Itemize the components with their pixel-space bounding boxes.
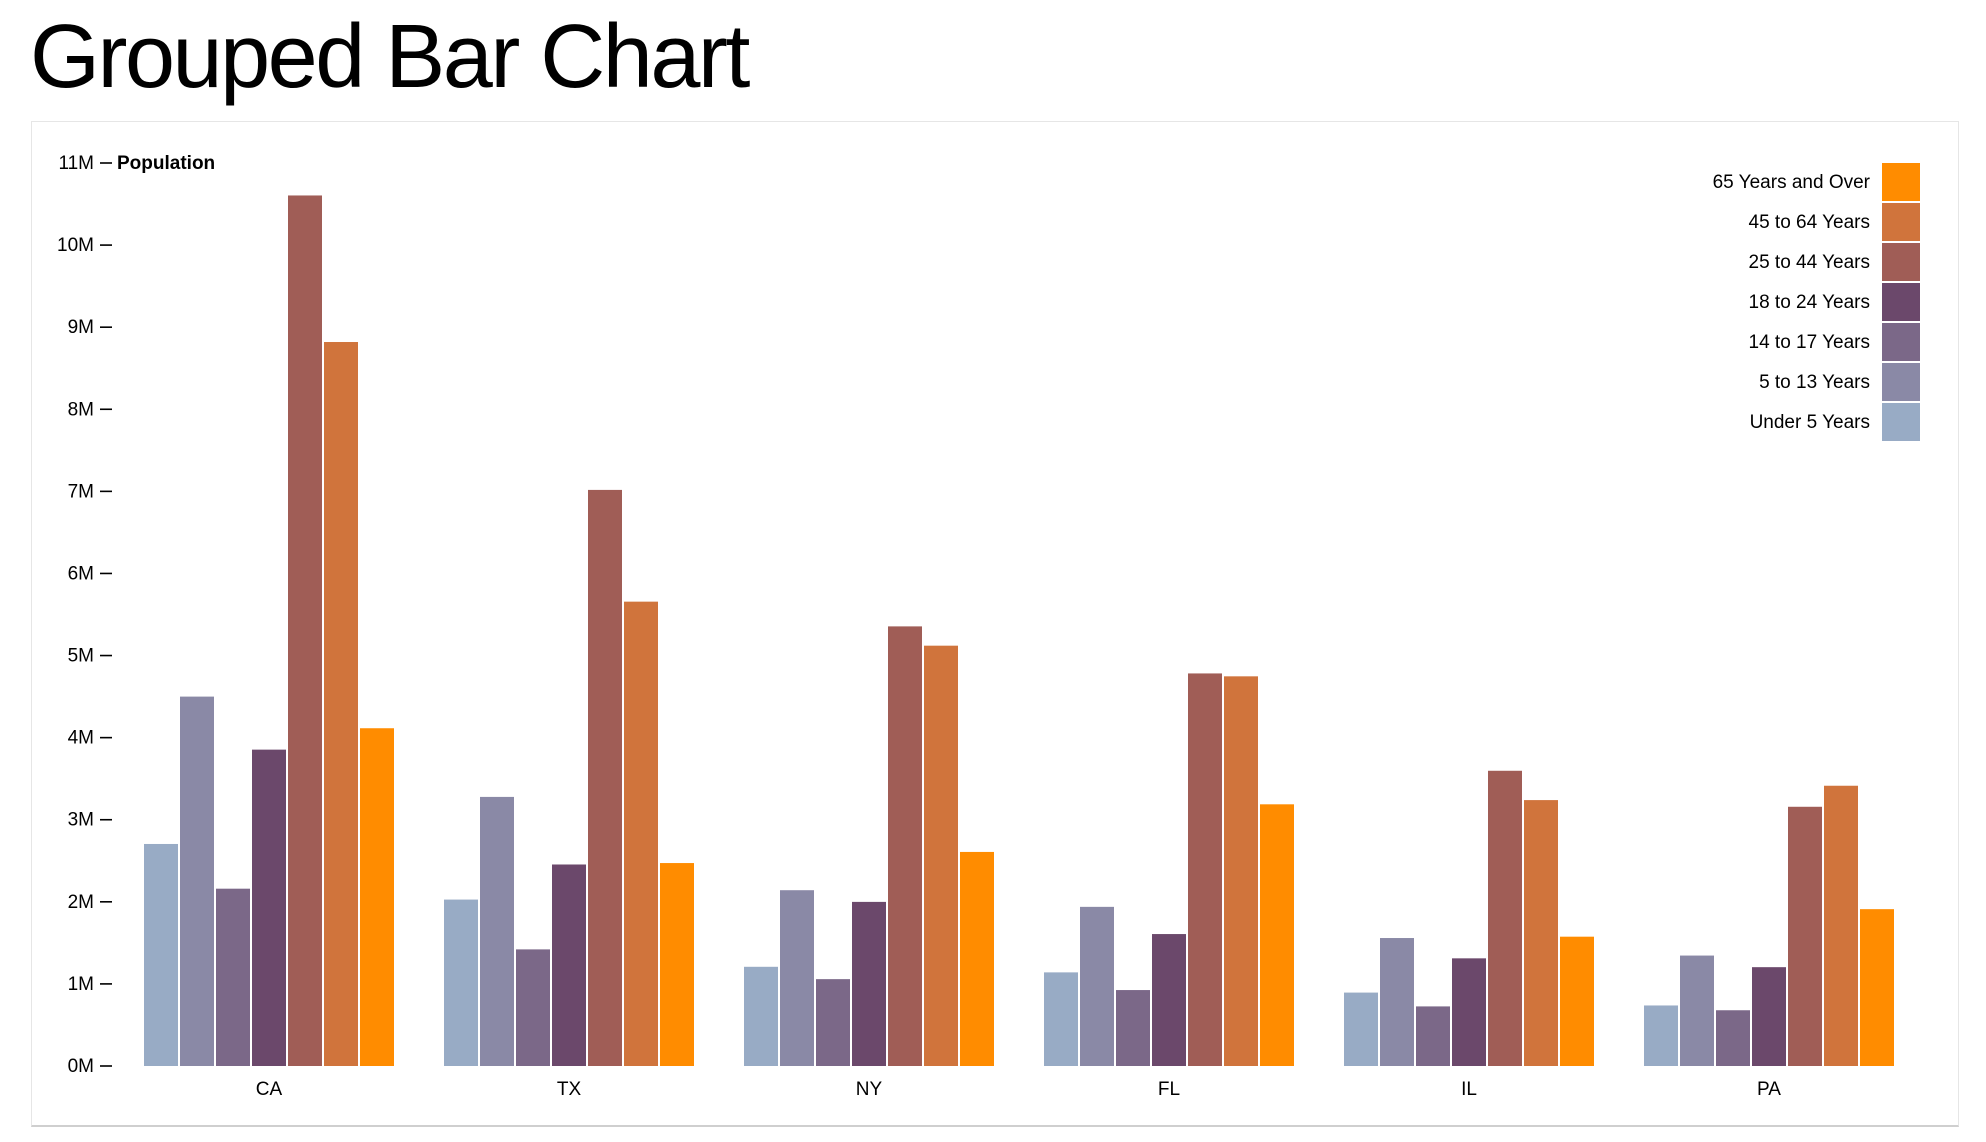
y-tick-label: 1M (68, 974, 94, 995)
y-tick-label: 7M (68, 481, 94, 502)
y-tick-label: 5M (68, 646, 94, 667)
bar (1080, 906, 1114, 1066)
bars (144, 195, 1894, 1067)
chart-panel (31, 121, 1959, 1127)
bar (216, 888, 250, 1066)
bar (1644, 1005, 1678, 1066)
x-tick-label: PA (1757, 1079, 1781, 1100)
page-title: Grouped Bar Chart (30, 7, 750, 107)
bar (516, 949, 550, 1066)
legend: 65 Years and Over 45 to 64 Years 25 to 44 … (1713, 163, 1920, 441)
bar (1416, 1006, 1450, 1066)
bar (144, 843, 178, 1066)
bar (1560, 936, 1594, 1066)
x-tick-label: NY (856, 1079, 883, 1100)
y-tick-label: 8M (68, 399, 94, 420)
y-axis: 0M 1M 2M 3M 4M 5M 6M 7M 8M 9M 10M 11M Population (57, 153, 215, 1077)
bar (852, 901, 886, 1066)
bar (1824, 785, 1858, 1066)
bar (1860, 909, 1894, 1066)
y-tick-label: 4M (68, 728, 94, 749)
bar (552, 864, 586, 1066)
bar (816, 979, 850, 1066)
legend-swatch (1882, 243, 1920, 281)
bar (1524, 800, 1558, 1066)
x-tick-label: TX (557, 1079, 582, 1100)
y-tick-label: 11M (58, 153, 94, 174)
bar (1188, 673, 1222, 1066)
bar (1044, 972, 1078, 1066)
bar (888, 626, 922, 1066)
bar (1116, 990, 1150, 1066)
bar (1152, 934, 1186, 1066)
legend-label: 25 to 44 Years (1749, 252, 1871, 273)
bar (624, 601, 658, 1066)
bar (1752, 967, 1786, 1066)
bar (1380, 938, 1414, 1066)
y-tick-label: 9M (68, 317, 94, 338)
bar (780, 890, 814, 1066)
bar (1788, 806, 1822, 1066)
legend-label: 14 to 17 Years (1749, 332, 1871, 353)
legend-swatch (1882, 363, 1920, 401)
y-tick-label: 2M (68, 892, 94, 913)
y-tick-label: 10M (57, 235, 94, 256)
x-tick-label: FL (1158, 1079, 1180, 1100)
y-tick-label: 6M (68, 563, 94, 584)
y-tick-label: 3M (68, 810, 94, 831)
legend-swatch (1882, 323, 1920, 361)
x-tick-label: IL (1461, 1079, 1477, 1100)
legend-swatch (1882, 163, 1920, 201)
bar (744, 966, 778, 1066)
bar (960, 851, 994, 1066)
legend-label: 45 to 64 Years (1749, 212, 1871, 233)
legend-swatch (1882, 403, 1920, 441)
legend-label: 5 to 13 Years (1759, 372, 1870, 393)
legend-label: Under 5 Years (1750, 412, 1870, 433)
bar (288, 195, 322, 1067)
y-axis-label: Population (117, 153, 215, 174)
bar (588, 489, 622, 1066)
y-tick-label: 0M (68, 1056, 94, 1077)
bar (1680, 955, 1714, 1066)
bar (660, 863, 694, 1066)
bar (444, 899, 478, 1066)
bar (1716, 1010, 1750, 1066)
legend-label: 65 Years and Over (1713, 172, 1871, 193)
legend-swatch (1882, 203, 1920, 241)
bar (252, 749, 286, 1066)
bar (1344, 992, 1378, 1066)
bar (1224, 676, 1258, 1066)
bar (1488, 770, 1522, 1066)
bar (360, 728, 394, 1066)
bar (1260, 804, 1294, 1066)
bar (324, 342, 358, 1066)
legend-swatch (1882, 283, 1920, 321)
bar (180, 696, 214, 1066)
legend-label: 18 to 24 Years (1749, 292, 1871, 313)
x-tick-label: CA (256, 1079, 283, 1100)
bar (924, 645, 958, 1066)
bar (480, 796, 514, 1066)
x-axis: CA TX NY FL IL PA (256, 1079, 1781, 1100)
bar (1452, 958, 1486, 1066)
